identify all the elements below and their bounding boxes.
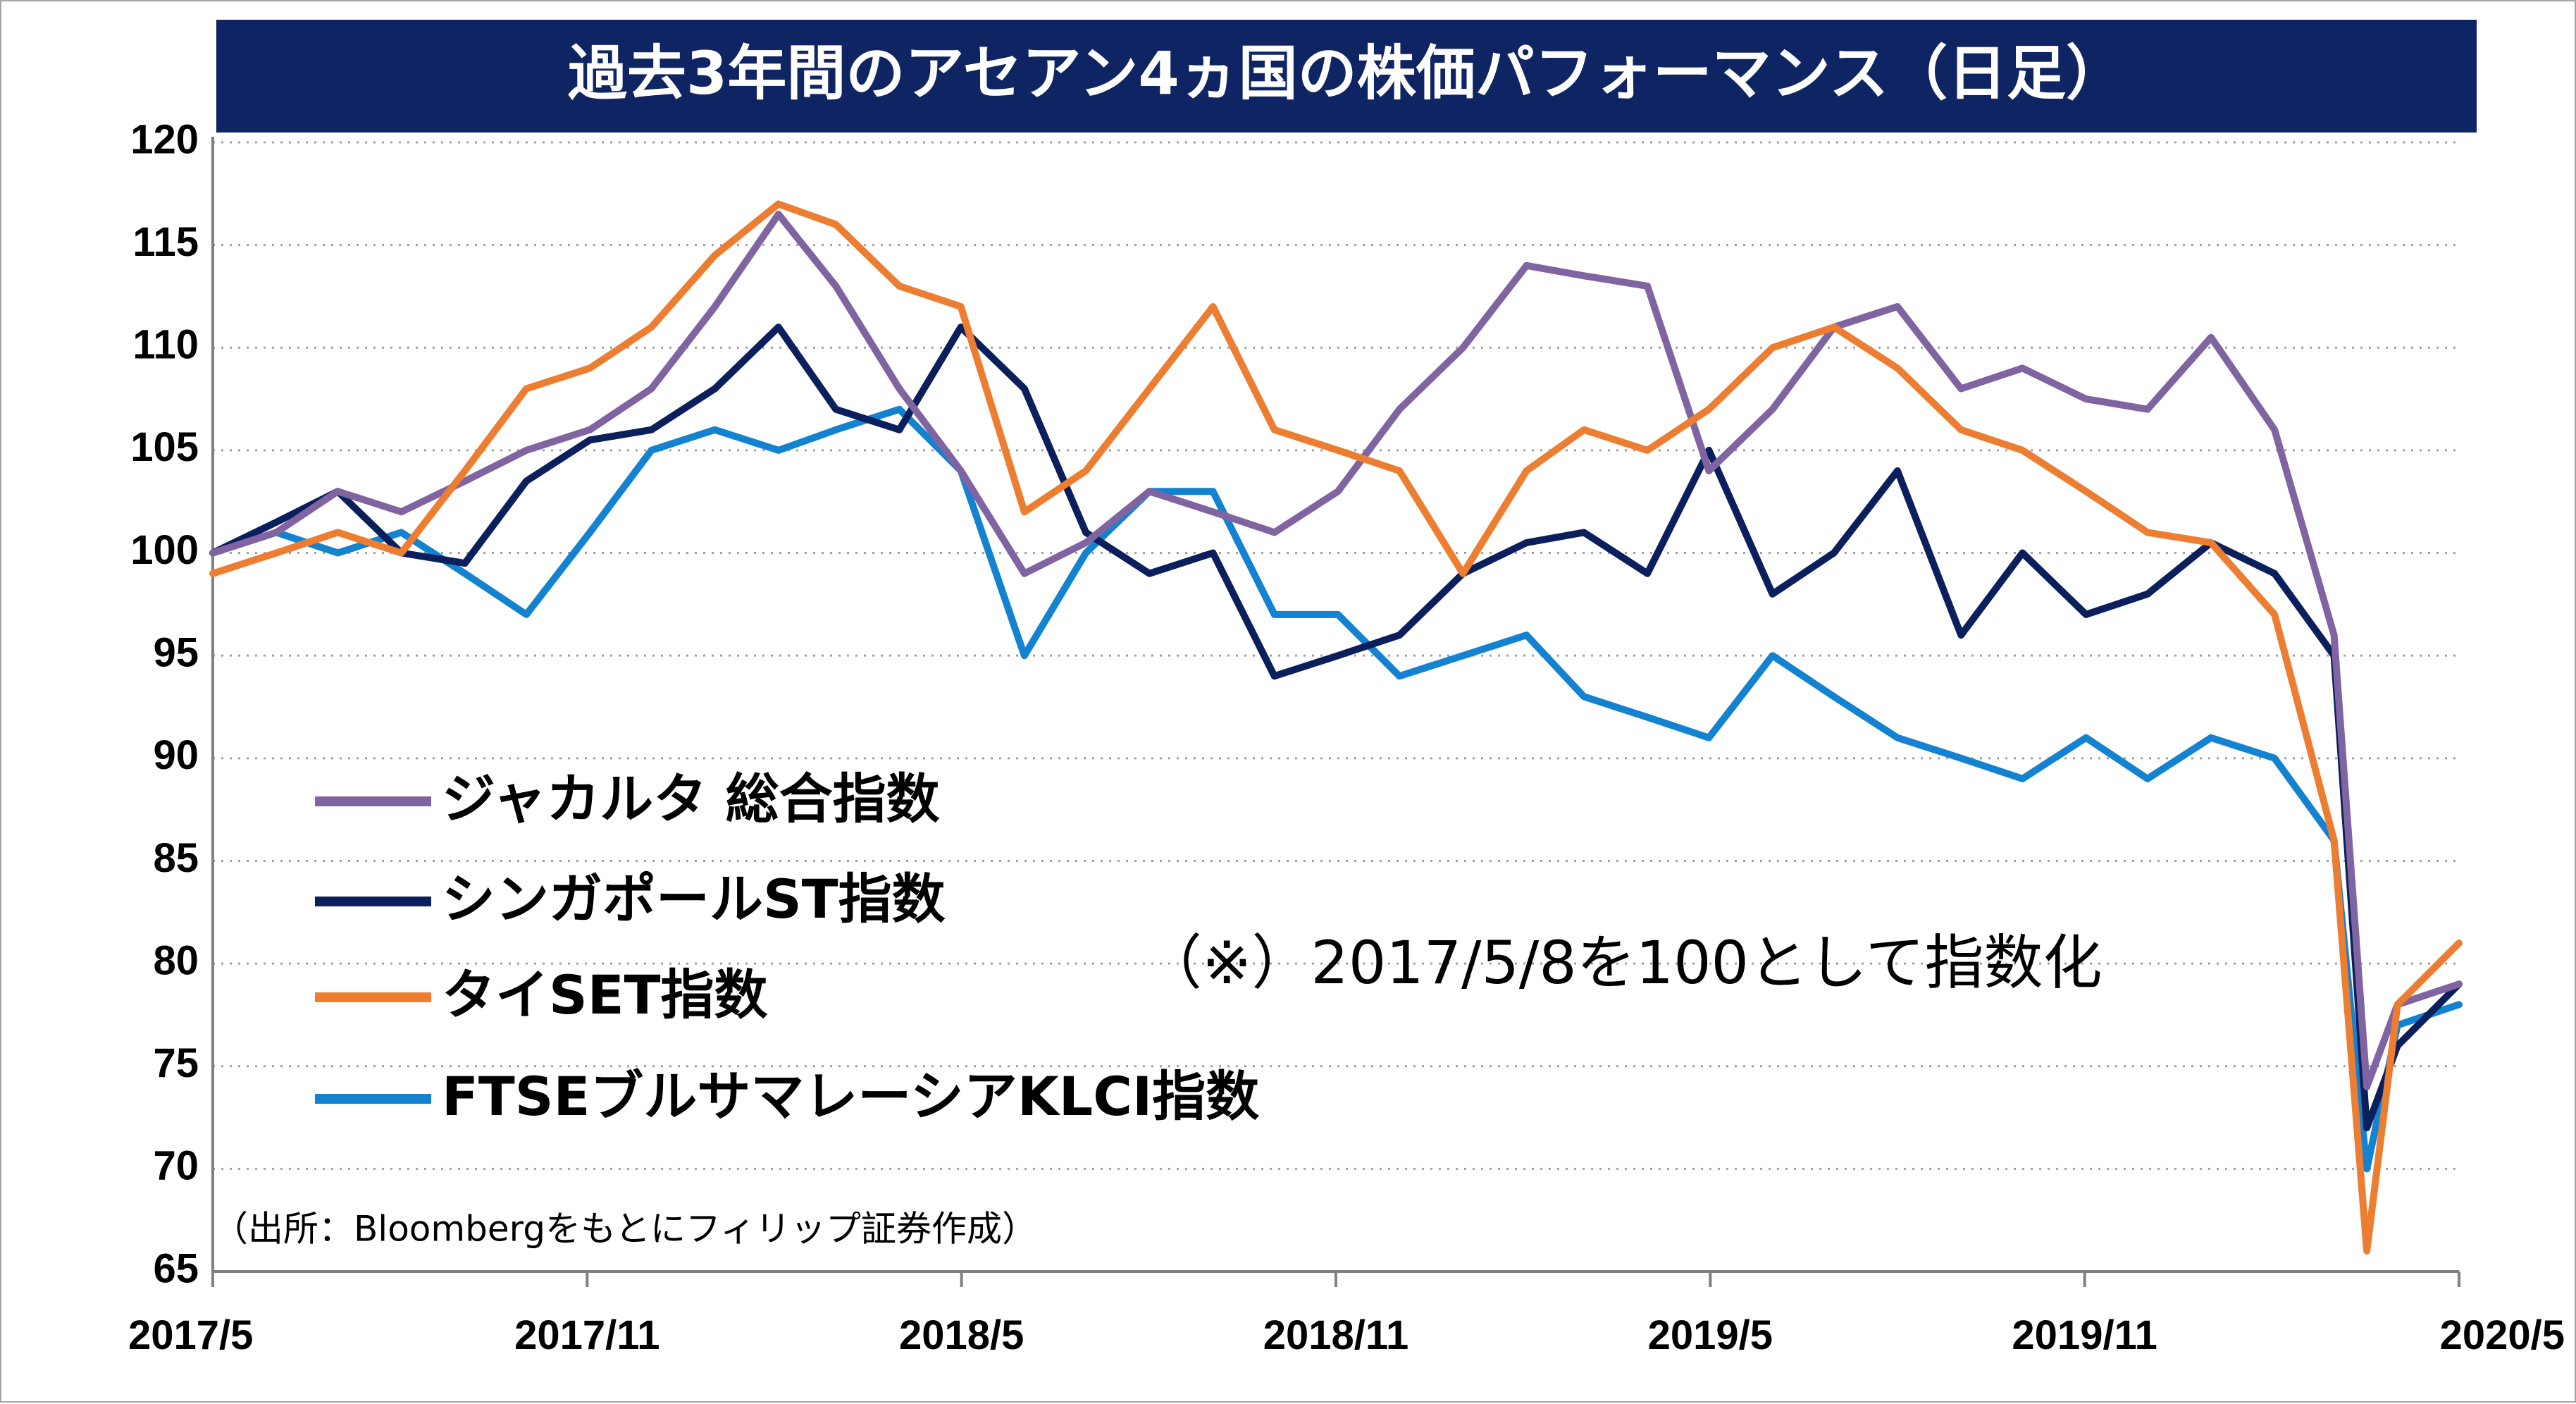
y-tick-label: 85 [153, 835, 199, 881]
chart-title: 過去3年間のアセアン4ヵ国の株価パフォーマンス（日足） [568, 39, 2125, 108]
x-tick-label: 2018/5 [899, 1312, 1024, 1358]
y-tick-label: 70 [153, 1143, 199, 1189]
y-tick-label: 75 [153, 1040, 199, 1086]
series-line-1 [209, 324, 2463, 1132]
source-note: （出所：Bloombergをもとにフィリップ証券作成） [213, 1209, 1037, 1250]
x-tick-label: 2018/11 [1263, 1312, 1408, 1358]
x-tick-label: 2017/5 [128, 1312, 253, 1358]
y-tick-label: 110 [132, 322, 199, 368]
index-note: （※）2017/5/8を100として指数化 [1143, 928, 2102, 997]
y-tick-label: 100 [130, 527, 199, 573]
y-tick-label: 65 [153, 1245, 199, 1291]
legend-label-singapore: シンガポールST指数 [442, 868, 946, 930]
x-tick-label: 2019/5 [1648, 1312, 1773, 1358]
x-tick-label: 2017/11 [514, 1312, 660, 1358]
x-tick-label: 2020/5 [2440, 1312, 2565, 1358]
legend-label-thailand: タイSET指数 [442, 963, 768, 1026]
legend: ジャカルタ 総合指数 シンガポールST指数 タイSET指数 FTSEブルサマレー… [315, 768, 1259, 1128]
y-tick-label: 115 [132, 219, 199, 265]
y-tick-label: 105 [130, 424, 199, 470]
series-lines [209, 200, 2463, 1255]
x-tick-label: 2019/11 [2012, 1312, 2157, 1358]
y-tick-label: 95 [153, 630, 199, 676]
axes [211, 137, 2460, 1287]
y-tick-label: 90 [153, 732, 199, 778]
y-tick-label: 80 [153, 937, 199, 983]
legend-label-malaysia: FTSEブルサマレーシアKLCI指数 [442, 1065, 1259, 1128]
y-tick-labels: 65 70 75 80 85 90 95 100 105 110 115 120 [130, 116, 199, 1291]
x-tick-labels: 2017/5 2017/11 2018/5 2018/11 2019/5 2019/11 2… [128, 1312, 2565, 1358]
legend-label-jakarta: ジャカルタ 総合指数 [442, 768, 940, 830]
y-tick-label: 120 [130, 116, 199, 162]
title-banner [216, 20, 2477, 133]
series-line-0 [209, 210, 2463, 1090]
series-line-2 [209, 200, 2463, 1255]
